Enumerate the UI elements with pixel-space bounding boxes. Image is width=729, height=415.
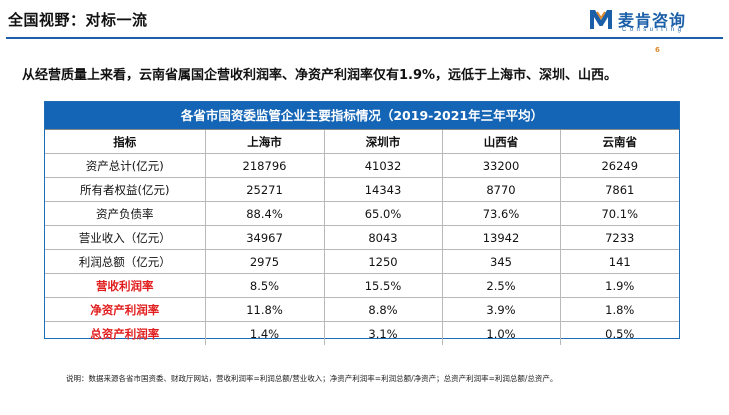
table-row: 利润总额（亿元） 2975 1250 345 141	[45, 249, 679, 274]
company-logo: 麦肯咨询 Consulting	[588, 6, 723, 36]
table-cell: 73.6%	[441, 201, 560, 226]
footnote: 说明：数据来源各省市国资委、财政厅网站，营收利润率=利润总额/营业收入；净资产利…	[66, 374, 558, 383]
table-cell: 11.8%	[204, 297, 324, 322]
row-label: 利润总额（亿元）	[45, 249, 205, 274]
table-row: 资产负债率 88.4% 65.0% 73.6% 70.1%	[45, 201, 679, 226]
table-row: 营收利润率 8.5% 15.5% 2.5% 1.9%	[45, 273, 679, 298]
row-label: 资产负债率	[45, 201, 205, 226]
table-cell: 345	[441, 249, 560, 274]
table-cell: 65.0%	[323, 201, 442, 226]
column-header: 云南省	[559, 129, 679, 154]
row-label: 净资产利润率	[45, 297, 205, 322]
row-label: 所有者权益(亿元)	[45, 177, 205, 202]
table-cell: 1.8%	[559, 297, 679, 322]
row-label: 总资产利润率	[45, 321, 205, 345]
indicator-table: 指标 上海市 深圳市 山西省 云南省 资产总计(亿元) 218796 41032 33…	[45, 129, 679, 345]
table-row: 净资产利润率 11.8% 8.8% 3.9% 1.8%	[45, 297, 679, 322]
table-cell: 2.5%	[441, 273, 560, 298]
company-logo-tagline: Consulting	[622, 27, 685, 33]
table-title: 各省市国资委监管企业主要指标情况（2019-2021年三年平均）	[45, 102, 679, 129]
row-label: 营收利润率	[45, 273, 205, 298]
column-header: 指标	[45, 129, 205, 154]
table-cell: 13942	[441, 225, 560, 250]
table-cell: 14343	[323, 177, 442, 202]
table-cell: 3.1%	[323, 321, 442, 345]
page-number: 6	[655, 46, 660, 54]
table-header-row: 指标 上海市 深圳市 山西省 云南省	[45, 129, 679, 154]
company-logo-icon	[589, 8, 613, 30]
table-cell: 33200	[441, 153, 560, 178]
table-cell: 88.4%	[204, 201, 324, 226]
row-label: 资产总计(亿元)	[45, 153, 205, 178]
table-cell: 141	[559, 249, 679, 274]
table-cell: 8.5%	[204, 273, 324, 298]
table-cell: 8770	[441, 177, 560, 202]
table-cell: 25271	[204, 177, 324, 202]
table-cell: 15.5%	[323, 273, 442, 298]
row-label: 营业收入（亿元）	[45, 225, 205, 250]
table-cell: 41032	[323, 153, 442, 178]
table-cell: 8043	[323, 225, 442, 250]
company-logo-name: 麦肯咨询	[618, 11, 687, 30]
table-row: 资产总计(亿元) 218796 41032 33200 26249	[45, 153, 679, 178]
table-cell: 8.8%	[323, 297, 442, 322]
column-header: 上海市	[204, 129, 324, 154]
page-title: 全国视野：对标一流	[8, 11, 148, 29]
table-cell: 70.1%	[559, 201, 679, 226]
table-cell: 7861	[559, 177, 679, 202]
table-cell: 0.5%	[559, 321, 679, 345]
table-cell: 3.9%	[441, 297, 560, 322]
table-cell: 34967	[204, 225, 324, 250]
table-row: 所有者权益(亿元) 25271 14343 8770 7861	[45, 177, 679, 202]
column-header: 山西省	[441, 129, 560, 154]
table-cell: 26249	[559, 153, 679, 178]
header-divider	[6, 37, 723, 39]
table-cell: 1250	[323, 249, 442, 274]
table-cell: 2975	[204, 249, 324, 274]
table-cell: 1.4%	[204, 321, 324, 345]
table-cell: 1.0%	[441, 321, 560, 345]
table-cell: 218796	[204, 153, 324, 178]
table-row: 总资产利润率 1.4% 3.1% 1.0% 0.5%	[45, 321, 679, 345]
indicator-table-panel: 各省市国资委监管企业主要指标情况（2019-2021年三年平均） 指标 上海市 …	[44, 101, 680, 345]
table-row: 营业收入（亿元） 34967 8043 13942 7233	[45, 225, 679, 250]
column-header: 深圳市	[323, 129, 442, 154]
table-cell: 7233	[559, 225, 679, 250]
summary-text: 从经营质量上来看，云南省属国企营收利润率、净资产利润率仅有1.9%，远低于上海市…	[22, 68, 618, 83]
table-cell: 1.9%	[559, 273, 679, 298]
